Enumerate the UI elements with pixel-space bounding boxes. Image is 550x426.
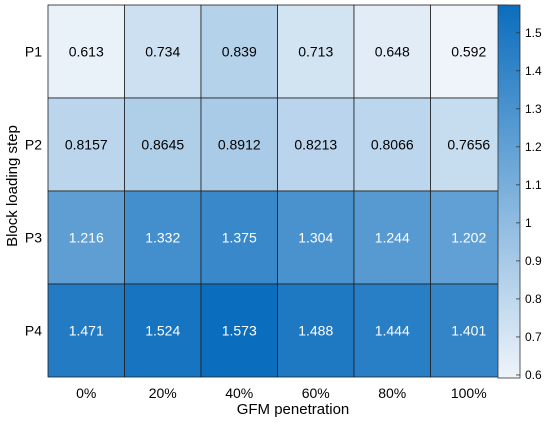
heatmap-cell [430, 97, 508, 192]
heatmap-cell [353, 4, 431, 99]
cell-value-label: 0.8912 [218, 137, 261, 153]
colorbar [497, 4, 521, 379]
heatmap-cell [200, 190, 278, 285]
x-axis-label: GFM penetration [237, 401, 350, 418]
y-tick-label: P4 [25, 323, 42, 339]
colorbar-tick-label: 0.7 [525, 330, 542, 344]
cell-value-label: 0.7656 [447, 137, 490, 153]
cell-value-label: 0.734 [145, 44, 180, 60]
heatmap-cell [124, 283, 202, 378]
heatmap-cell [124, 97, 202, 192]
heatmap-cell [430, 190, 508, 285]
heatmap-cell [277, 283, 355, 378]
cell-value-label: 0.613 [69, 44, 104, 60]
cell-value-label: 0.713 [298, 44, 333, 60]
y-tick-label: P3 [25, 230, 42, 246]
heatmap-cell [277, 190, 355, 285]
cell-value-label: 1.304 [298, 230, 333, 246]
cell-value-label: 0.648 [375, 44, 410, 60]
heatmap-cell [124, 190, 202, 285]
x-tick-label: 60% [302, 385, 330, 401]
cell-value-label: 1.216 [69, 230, 104, 246]
colorbar-tick-label: 0.9 [525, 254, 542, 268]
colorbar-gradient [497, 4, 521, 379]
colorbar-tick-label: 1.1 [525, 178, 542, 192]
x-tick-label: 100% [451, 385, 487, 401]
cell-value-label: 0.8645 [141, 137, 184, 153]
cell-value-label: 0.8066 [371, 137, 414, 153]
cell-value-label: 1.332 [145, 230, 180, 246]
heatmap-cell [47, 190, 125, 285]
heatmap-cell [47, 4, 125, 99]
heatmap-cell [277, 97, 355, 192]
cell-value-label: 1.488 [298, 323, 333, 339]
cell-value-label: 1.524 [145, 323, 180, 339]
heatmap-cell [430, 4, 508, 99]
y-tick-label: P2 [25, 137, 42, 153]
colorbar-tick-label: 1.5 [525, 26, 542, 40]
x-tick-labels: 0% 20% 40% 60% 80% 100% [76, 385, 487, 401]
heatmap-cell [353, 283, 431, 378]
heatmap-cell [200, 283, 278, 378]
y-tick-label: P1 [25, 44, 42, 60]
x-tick-label: 20% [149, 385, 177, 401]
x-tick-label: 80% [378, 385, 406, 401]
colorbar-tick-label: 1.4 [525, 64, 542, 78]
colorbar-tick-label: 0.8 [525, 292, 542, 306]
x-tick-label: 40% [225, 385, 253, 401]
cell-value-label: 1.401 [451, 323, 486, 339]
cell-value-label: 0.839 [222, 44, 257, 60]
heatmap-cell [277, 4, 355, 99]
cell-value-label: 0.592 [451, 44, 486, 60]
y-axis-label: Block loading step [4, 125, 21, 247]
colorbar-tick-labels: 0.6 0.7 0.8 0.9 1 1.1 1.2 1.3 1.4 1.5 [516, 26, 542, 382]
cell-value-label: 0.8213 [294, 137, 337, 153]
colorbar-tick-label: 1 [525, 216, 532, 230]
x-tick-label: 0% [76, 385, 96, 401]
heatmap-cell [47, 283, 125, 378]
colorbar-tick-label: 1.3 [525, 102, 542, 116]
heatmap-cell [200, 4, 278, 99]
heatmap-cell [124, 4, 202, 99]
colorbar-tick-label: 0.6 [525, 368, 542, 382]
heatmap-cell [353, 190, 431, 285]
cell-value-label: 1.471 [69, 323, 104, 339]
cell-value-label: 1.375 [222, 230, 257, 246]
cell-value-label: 1.202 [451, 230, 486, 246]
cell-value-label: 1.244 [375, 230, 410, 246]
cell-value-label: 1.573 [222, 323, 257, 339]
cell-value-label: 0.8157 [65, 137, 108, 153]
colorbar-tick-label: 1.2 [525, 140, 542, 154]
cell-value-label: 1.444 [375, 323, 410, 339]
heatmap-cells: 0.613 0.734 0.839 0.713 0.648 0.592 0.8157 0.86… [47, 4, 508, 378]
y-tick-labels: P1 P2 P3 P4 [25, 44, 42, 339]
